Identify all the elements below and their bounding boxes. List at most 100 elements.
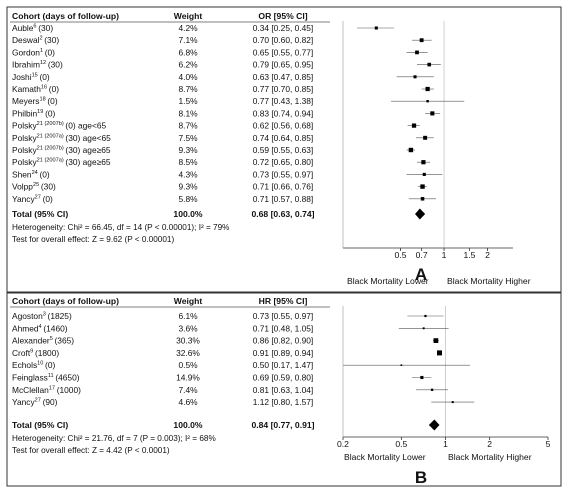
study-followup: (1825) [46,311,72,321]
study-weight: 4.3% [178,169,198,179]
study-point [420,184,425,189]
study-point [408,147,414,153]
direction-label-higher: Black Mortality Higher [448,452,532,462]
study-ref: 6 [33,24,36,30]
column-header-weight: Weight [174,296,203,306]
study-name: Polsky21 (2007a) (30) age≥65 [12,157,111,167]
study-point [421,160,426,165]
study-ci: 0.81 [0.63, 1.04] [253,385,314,395]
study-weight: 7.4% [178,385,198,395]
study-ref: 9 [30,348,33,354]
study-ci: 0.65 [0.55, 0.77] [253,47,314,57]
study-weight: 3.6% [178,323,198,333]
study-name: Croft9 (1800) [12,348,59,358]
study-ci: 0.62 [0.56, 0.68] [253,121,314,131]
study-row: Agoston3 (1825) 6.1% 0.73 [0.55, 0.97] [12,311,444,321]
total-row: Total (95% CI) 100.0% 0.84 [0.77, 0.91] [12,419,440,431]
study-point [451,401,454,404]
x-tick-label: 5 [546,439,551,449]
study-point [423,135,428,140]
study-ci: 0.91 [0.89, 0.94] [253,348,314,358]
study-point [422,327,425,330]
study-name: Volpp25 (30) [12,182,56,192]
study-ref: 21 (2007a) [37,133,64,139]
study-ref: 15 [32,72,38,78]
study-row: Philbin19 (0) 8.1% 0.83 [0.74, 0.94] [12,108,441,118]
study-row: Shen24 (0) 4.3% 0.73 [0.55, 0.97] [12,169,443,179]
study-row: McClellan17 (1000) 7.4% 0.81 [0.63, 1.04] [12,385,448,395]
heterogeneity-text: Heterogeneity: Chi² = 66.45, df = 14 (P … [12,223,229,232]
study-weight: 7.1% [178,35,198,45]
study-ci: 0.86 [0.82, 0.90] [253,336,314,346]
study-row: Polsky21 (2007a) (30) age≥65 8.5% 0.72 [0.… [12,157,431,167]
study-ci: 0.70 [0.60, 0.82] [253,35,314,45]
study-name: Deswal2 (30) [12,35,59,45]
overall-effect-text: Test for overall effect: Z = 9.62 (P < 0… [12,235,174,244]
x-tick-label: 1 [443,439,448,449]
study-row: Polsky21 (2007b) (30) age≥65 9.3% 0.59 [0.… [12,145,416,155]
study-row: Alexander5 (365) 30.3% 0.86 [0.82, 0.90] [12,336,439,346]
study-ci: 0.63 [0.47, 0.85] [253,72,314,82]
study-row: Polsky21 (2007b) (0) age<65 8.7% 0.62 [0.5… [12,121,420,131]
study-followup: (365) [53,336,74,346]
x-tick-label: 2 [485,250,490,260]
study-point [430,111,435,116]
study-row: Echols10 (0) 0.5% 0.50 [0.17, 1.47] [12,360,471,370]
study-ci: 0.71 [0.48, 1.05] [253,323,314,333]
study-ref: 19 [37,109,43,115]
x-tick-label: 0.7 [416,250,428,260]
study-ci: 0.83 [0.74, 0.94] [253,108,314,118]
study-row: Croft9 (1800) 32.6% 0.91 [0.89, 0.94] [12,348,442,358]
study-ref: 16 [41,85,47,91]
study-ci: 0.73 [0.55, 0.97] [253,311,314,321]
study-point [426,100,429,103]
study-point [425,86,430,92]
study-followup: (0) [38,72,50,82]
study-weight: 8.5% [178,157,198,167]
study-point [427,62,432,67]
study-name: Alexander5 (365) [12,336,74,346]
study-weight: 8.1% [178,108,198,118]
study-name: Polsky21 (2007b) (30) age≥65 [12,145,111,155]
study-followup: (30) [39,182,56,192]
study-weight: 4.6% [178,397,198,407]
study-ref: 18 [39,97,45,103]
study-point [400,364,403,366]
study-ci: 0.79 [0.65, 0.95] [253,60,314,70]
study-ci: 0.74 [0.64, 0.85] [253,133,314,143]
study-weight: 6.1% [178,311,198,321]
study-ci: 0.72 [0.65, 0.80] [253,157,314,167]
study-weight: 7.5% [178,133,198,143]
study-point [424,314,427,318]
study-row: Ibrahim12 (30) 6.2% 0.79 [0.65, 0.95] [12,60,441,70]
panel-letter: B [415,468,427,487]
study-row: Meyers18 (0) 1.5% 0.77 [0.43, 1.38] [12,96,465,106]
study-followup: (1800) [33,348,59,358]
study-name: Agoston3 (1825) [12,311,72,321]
study-followup: (1460) [42,323,68,333]
study-row: Auble6 (30) 4.2% 0.34 [0.25, 0.45] [12,23,394,33]
direction-label-higher: Black Mortality Higher [447,276,531,286]
study-name: Philbin19 (0) [12,108,56,118]
study-followup: (30) [43,35,60,45]
panel-frame [6,292,562,487]
study-name: Meyers18 (0) [12,96,58,106]
study-followup: (0) [43,360,55,370]
x-tick-label: 0.5 [395,250,407,260]
study-followup: (0) [47,84,59,94]
total-label: Total (95% CI) [12,209,68,219]
study-point [433,338,439,343]
study-point [420,375,424,380]
study-point [422,172,426,176]
column-header-effect: HR [95% CI] [259,296,308,306]
study-ref: 24 [32,170,38,176]
study-ci: 0.77 [0.43, 1.38] [253,96,314,106]
study-row: Ahmed4 (1460) 3.6% 0.71 [0.48, 1.05] [12,323,449,333]
panel-frame [6,6,562,293]
study-name: McClellan17 (1000) [12,385,81,395]
x-tick-label: 2 [487,439,492,449]
study-name: Joshi15 (0) [12,72,50,82]
study-point [413,75,417,79]
study-followup: (30) [37,23,54,33]
study-ref: 3 [43,312,46,318]
